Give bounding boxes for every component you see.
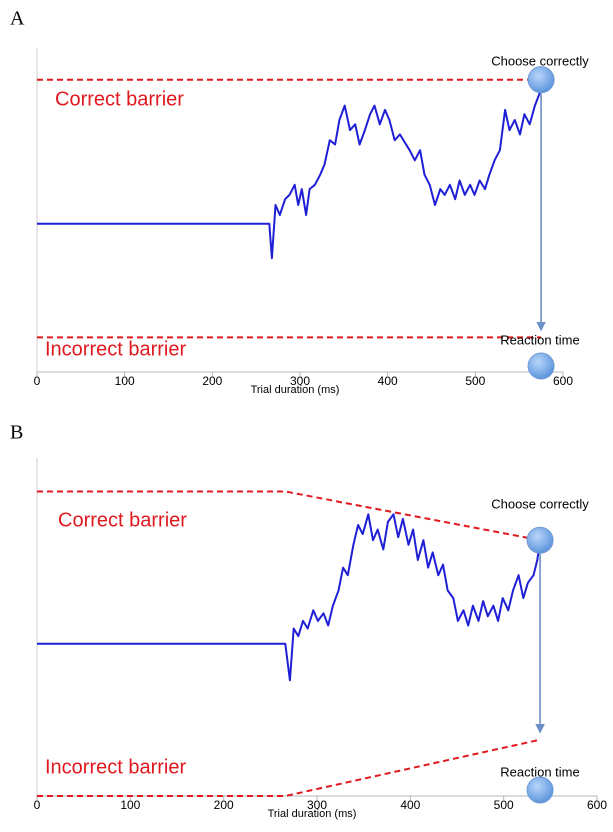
decision-trace xyxy=(37,79,543,260)
annotation: Incorrect barrier xyxy=(45,756,186,778)
x-tick-label: 300 xyxy=(290,374,310,388)
annotation: Reaction time xyxy=(500,332,579,347)
x-tick-label: 0 xyxy=(34,374,41,388)
x-tick-label: 400 xyxy=(378,374,398,388)
x-tick-label: 500 xyxy=(465,374,485,388)
x-axis-label: Trial duration (ms) xyxy=(251,384,340,396)
reaction-time-marker xyxy=(526,776,554,804)
x-tick-label: 600 xyxy=(553,374,573,388)
decision-trace xyxy=(37,513,542,682)
annotation: Reaction time xyxy=(500,764,579,779)
annotation: Choose correctly xyxy=(491,53,589,68)
x-tick-label: 400 xyxy=(400,798,420,812)
x-tick-label: 300 xyxy=(307,798,327,812)
reaction-time-marker xyxy=(527,352,555,380)
x-tick-label: 100 xyxy=(120,798,140,812)
annotation: Correct barrier xyxy=(55,88,184,110)
x-tick-label: 100 xyxy=(115,374,135,388)
annotation: Incorrect barrier xyxy=(45,338,186,360)
x-tick-label: 200 xyxy=(214,798,234,812)
panel-label: B xyxy=(10,422,23,444)
x-axis-label: Trial duration (ms) xyxy=(268,808,357,820)
barrier-line xyxy=(37,490,541,542)
choice-marker xyxy=(526,526,554,554)
x-tick-label: 200 xyxy=(202,374,222,388)
panel-label: A xyxy=(10,8,25,30)
x-tick-label: 500 xyxy=(494,798,514,812)
choice-marker xyxy=(527,66,555,94)
x-tick-label: 600 xyxy=(587,798,607,812)
barrier-line xyxy=(37,738,541,797)
x-tick-label: 0 xyxy=(34,798,41,812)
annotation: Choose correctly xyxy=(491,496,589,511)
annotation: Correct barrier xyxy=(58,509,187,531)
